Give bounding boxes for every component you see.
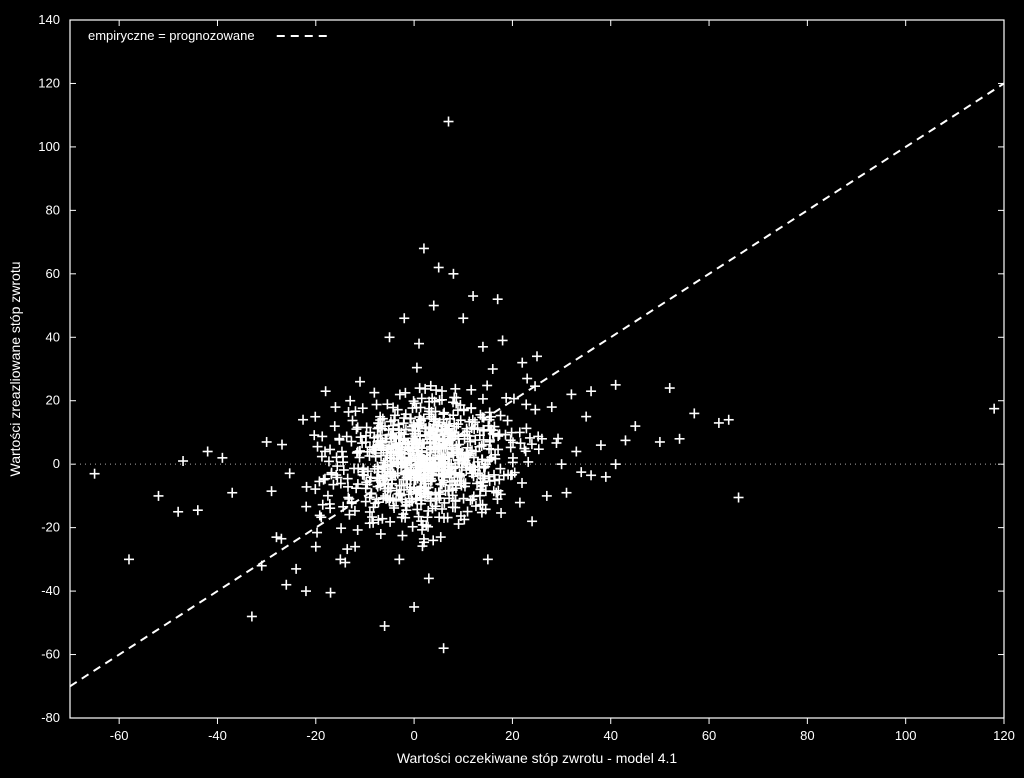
y-tick-label: -20 [41,520,60,535]
y-tick-label: 100 [38,139,60,154]
x-tick-label: 40 [604,728,618,743]
x-tick-label: 60 [702,728,716,743]
y-tick-label: 80 [46,202,60,217]
x-axis-label: Wartości oczekiwane stóp zwrotu - model … [397,750,678,766]
legend-label: empiryczne = prognozowane [88,28,255,43]
x-tick-label: 20 [505,728,519,743]
plot-border [70,20,1004,718]
y-tick-label: 20 [46,393,60,408]
y-tick-label: 40 [46,329,60,344]
scatter-chart: -60 -40 -20 0 20 40 60 80 100 120 -80 -60 -40 -20 0 20 4… [0,0,1024,778]
x-tick-label: 100 [895,728,917,743]
x-tick-label: 80 [800,728,814,743]
y-tick-label: 0 [53,456,60,471]
x-tick-label: -40 [208,728,227,743]
y-tick-label: 60 [46,266,60,281]
y-tick-label: -40 [41,583,60,598]
x-tick-label: 120 [993,728,1015,743]
x-tick-label: -60 [110,728,129,743]
y-tick-label: -80 [41,710,60,725]
x-tick-label: -20 [306,728,325,743]
y-tick-label: 140 [38,12,60,27]
y-tick-label: -60 [41,647,60,662]
x-tick-label: 0 [410,728,417,743]
y-axis-label: Wartości zreazliowane stóp zwrotu [7,261,23,476]
y-tick-label: 120 [38,75,60,90]
